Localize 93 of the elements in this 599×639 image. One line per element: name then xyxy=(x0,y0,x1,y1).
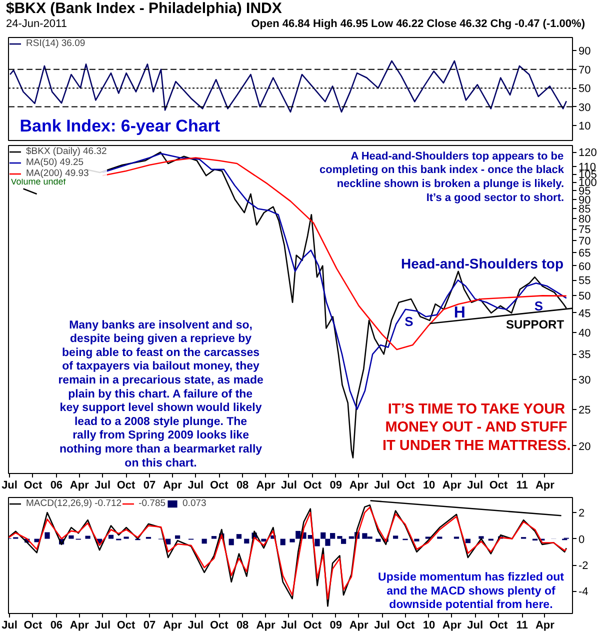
y-tick-label: 30 xyxy=(578,374,591,386)
annotation: H xyxy=(454,304,466,322)
x-tick-label: Apr xyxy=(256,480,276,492)
x-tick-label: Apr xyxy=(256,620,276,632)
y-tick-label: 35 xyxy=(578,349,591,362)
x-tick-label: Jul xyxy=(94,620,111,632)
text: Many banks are insolvent and so, despite being given a reprieve by being able to feast on the carcasses of taxpayers via bailout money, they remain in a precarious state, as made plain by this chart. A failure of the key support level shown would likely lead to a 2008 style plunge. The rally from Spring 2009 looks like nothing more than a bearmarket rally on this chart. xyxy=(58,319,264,470)
x-tick-label: Oct xyxy=(24,620,42,632)
annotation: IT’S TIME TO TAKE YOUR MONEY OUT - AND STUFF IT UNDER THE MATTRESS. xyxy=(382,401,571,454)
y-tick-label: 75 xyxy=(578,224,591,236)
x-tick-label: 09 xyxy=(330,620,342,632)
x-tick-label: Jul xyxy=(374,620,390,632)
y-tick-label: 25 xyxy=(578,404,591,416)
annotation: Volume undef xyxy=(10,176,66,187)
y-tick-label: 20 xyxy=(578,440,591,453)
legend-label: MA(200) 49.93 xyxy=(26,168,89,179)
x-tick-label: Jul xyxy=(188,620,204,632)
x-tick-label: Apr xyxy=(70,620,90,632)
annotation: Upside momentum has fizzled out and the MACD shows plenty of downside potential from here. xyxy=(378,572,564,612)
x-tick-label: Jul xyxy=(94,480,111,492)
y-tick-label: -4 xyxy=(578,586,588,598)
y-tick-label: 60 xyxy=(578,260,591,273)
y-tick-label: 65 xyxy=(578,248,591,260)
x-tick-label: 11 xyxy=(516,620,528,632)
x-tick-label: Apr xyxy=(349,620,370,632)
legend-label: RSI(14) 36.09 xyxy=(26,38,86,49)
y-tick-label: 40 xyxy=(578,327,591,340)
x-tick-label: Oct xyxy=(210,620,229,632)
x-tick-label: Oct xyxy=(489,480,508,492)
y-tick-label: 30 xyxy=(578,102,591,114)
y-tick-label: 55 xyxy=(578,275,591,288)
x-tick-label: 07 xyxy=(143,480,156,492)
legend-label: MA(50) 49.25 xyxy=(26,157,84,168)
x-tick-label: Oct xyxy=(24,480,42,492)
x-tick-label: Jul xyxy=(2,480,18,492)
legend-label: -0.785 xyxy=(138,498,166,509)
x-tick-label: Oct xyxy=(303,480,322,492)
x-tick-label: Apr xyxy=(535,480,556,492)
x-tick-label: 08 xyxy=(236,620,249,632)
x-tick-label: Apr xyxy=(162,480,183,492)
x-tick-label: Oct xyxy=(396,480,415,492)
y-tick-label: 45 xyxy=(578,308,591,320)
x-tick-label: 07 xyxy=(143,620,156,632)
x-tick-label: Apr xyxy=(535,620,556,632)
x-tick-label: 11 xyxy=(516,480,528,492)
legend-label: MACD(12,26,9) -0.712 xyxy=(26,498,122,509)
x-tick-label: 09 xyxy=(330,480,342,492)
y-tick-label: 50 xyxy=(578,83,591,96)
x-tick-label: Oct xyxy=(210,480,229,492)
y-tick-label: 90 xyxy=(578,46,591,58)
text: Open 46.84 High 46.95 Low 46.22 Close 46.32 Chg -0.47 (-1.00%) xyxy=(251,17,585,31)
x-tick-label: Jul xyxy=(2,620,18,632)
x-tick-label: 10 xyxy=(422,620,436,632)
legend-label: $BKX (Daily) 46.32 xyxy=(26,146,107,157)
chart-title: $BKX (Bank Index - Philadelphia) INDX xyxy=(6,0,283,17)
x-tick-label: Oct xyxy=(489,620,508,632)
x-tick-label: Jul xyxy=(188,480,204,492)
x-tick-label: Apr xyxy=(349,480,370,492)
annotation: A Head-and-Shoulders top appears to be completing on this bank index - once the black neckline shown is broken a plunge is likely. It’s a good sector to short. xyxy=(320,150,565,204)
y-tick-label: 70 xyxy=(578,236,591,248)
annotation: S xyxy=(404,314,414,329)
annotation: Bank Index: 6-year Chart xyxy=(20,116,220,136)
annotation: S xyxy=(534,298,544,314)
y-tick-label: 10 xyxy=(578,120,591,133)
y-tick-label: 85 xyxy=(578,204,591,216)
y-tick-label: 120 xyxy=(578,147,597,160)
x-tick-label: Oct xyxy=(303,620,322,632)
x-tick-label: Jul xyxy=(281,480,297,492)
x-tick-label: Oct xyxy=(396,620,415,632)
x-tick-label: 10 xyxy=(422,480,436,492)
x-tick-label: Oct xyxy=(116,480,136,492)
x-tick-label: Apr xyxy=(162,620,183,632)
x-tick-label: 06 xyxy=(50,480,63,492)
x-tick-label: Apr xyxy=(70,480,90,492)
y-tick-label: 70 xyxy=(578,64,591,76)
y-tick-label: -2 xyxy=(578,560,588,572)
y-tick-label: 2 xyxy=(578,508,585,520)
y-tick-label: 0 xyxy=(578,534,585,546)
x-tick-label: Oct xyxy=(116,620,136,632)
x-tick-label: Apr xyxy=(442,480,462,492)
x-tick-label: Jul xyxy=(281,620,297,632)
x-tick-label: 06 xyxy=(50,620,63,632)
legend-label: 0.073 xyxy=(182,498,206,509)
chart-subtitle: 24-Jun-2011 xyxy=(6,17,67,31)
x-tick-label: Jul xyxy=(467,480,484,492)
annotation: Head-and-Shoulders top xyxy=(400,256,564,272)
x-tick-label: Apr xyxy=(442,620,462,632)
y-tick-label: 80 xyxy=(578,214,591,226)
x-tick-label: 08 xyxy=(236,480,249,492)
x-tick-label: Jul xyxy=(467,620,484,632)
y-tick-label: 50 xyxy=(578,290,591,303)
annotation: SUPPORT xyxy=(506,317,565,332)
x-tick-label: Jul xyxy=(374,480,390,492)
